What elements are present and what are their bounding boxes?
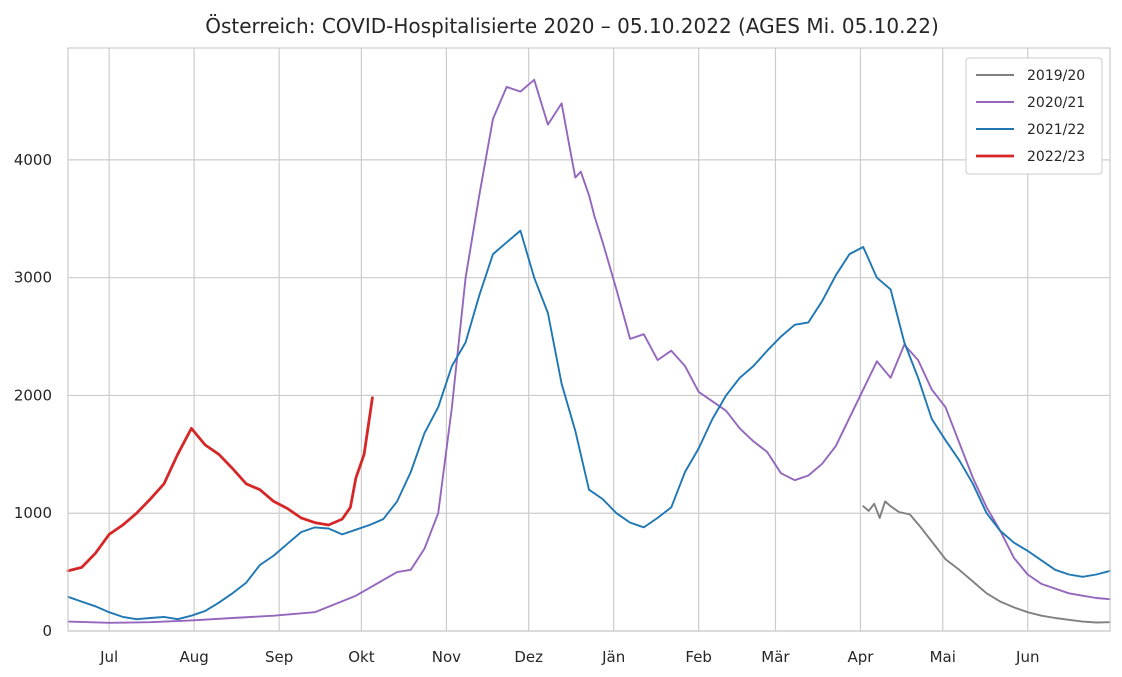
x-tick-label: Aug <box>179 648 208 666</box>
legend-label: 2019/20 <box>1027 68 1085 84</box>
series-line-2019-20 <box>862 500 1111 624</box>
x-tick-label: Sep <box>265 648 293 666</box>
x-tick-label: Jun <box>1015 648 1039 666</box>
y-tick-label: 4000 <box>14 151 52 169</box>
y-tick-label: 3000 <box>14 269 52 287</box>
y-tick-label: 2000 <box>14 386 52 404</box>
grid <box>68 48 1110 632</box>
legend-label: 2021/22 <box>1027 122 1085 138</box>
chart-title: Österreich: COVID-Hospitalisierte 2020 –… <box>205 14 939 38</box>
y-tick-label: 0 <box>42 622 52 640</box>
legend-box <box>965 57 1103 175</box>
series-line-2022-23 <box>66 396 374 573</box>
series-line-2021-22 <box>67 229 1111 621</box>
tick-labels: Jul Aug Sep Okt Nov Dez Jän Feb Mär Apr Mai Jun 0 100… <box>14 151 1040 666</box>
x-tick-label: Jän <box>601 648 625 666</box>
x-tick-label: Mai <box>930 648 956 666</box>
plot-frame <box>67 47 1111 632</box>
legend-label: 2022/23 <box>1027 149 1085 165</box>
legend: 2019/20 2020/21 2021/22 2022/23 <box>965 57 1103 175</box>
x-tick-label: Mär <box>761 648 790 666</box>
series-layer <box>66 78 1111 624</box>
x-tick-label: Feb <box>685 648 712 666</box>
x-tick-label: Nov <box>432 648 461 666</box>
x-tick-label: Okt <box>348 648 374 666</box>
legend-label: 2020/21 <box>1027 95 1085 111</box>
x-tick-label: Apr <box>847 648 874 666</box>
y-tick-label: 1000 <box>14 504 52 522</box>
x-tick-label: Dez <box>514 648 543 666</box>
x-tick-label: Jul <box>99 648 118 666</box>
series-line-2020-21 <box>67 78 1111 624</box>
